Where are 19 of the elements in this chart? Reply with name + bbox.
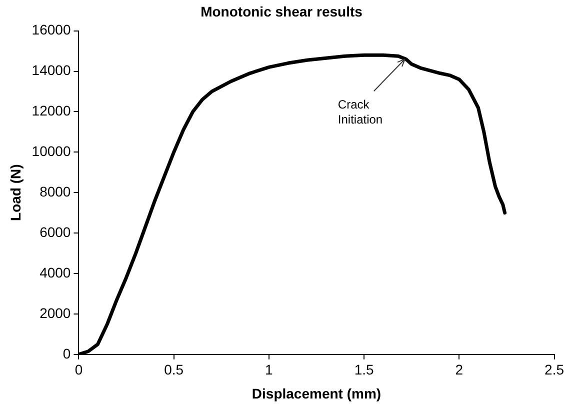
x-tick-label: 1 xyxy=(265,362,274,378)
x-tick-label: 0.5 xyxy=(164,362,184,378)
y-tick-label: 16000 xyxy=(32,22,71,38)
x-tick-label: 2.5 xyxy=(544,362,564,378)
x-tick-label: 0 xyxy=(74,362,83,378)
chart-title: Monotonic shear results xyxy=(200,3,363,20)
y-tick-label: 14000 xyxy=(32,62,71,78)
y-axis-title: Load (N) xyxy=(7,164,24,221)
y-tick-label: 10000 xyxy=(32,143,71,160)
y-tick-label: 6000 xyxy=(40,224,71,240)
x-axis-title: Displacement (mm) xyxy=(252,385,382,402)
y-tick-label: 0 xyxy=(62,345,71,362)
y-tick-label: 2000 xyxy=(40,304,71,321)
annotation: Crack Initiation xyxy=(338,97,383,126)
y-tick-label: 8000 xyxy=(40,183,71,200)
y-tick-label: 12000 xyxy=(32,102,71,119)
x-tick-label: 2 xyxy=(455,362,464,378)
x-tick-label: 1.5 xyxy=(354,362,374,378)
y-tick-label: 4000 xyxy=(40,264,71,280)
